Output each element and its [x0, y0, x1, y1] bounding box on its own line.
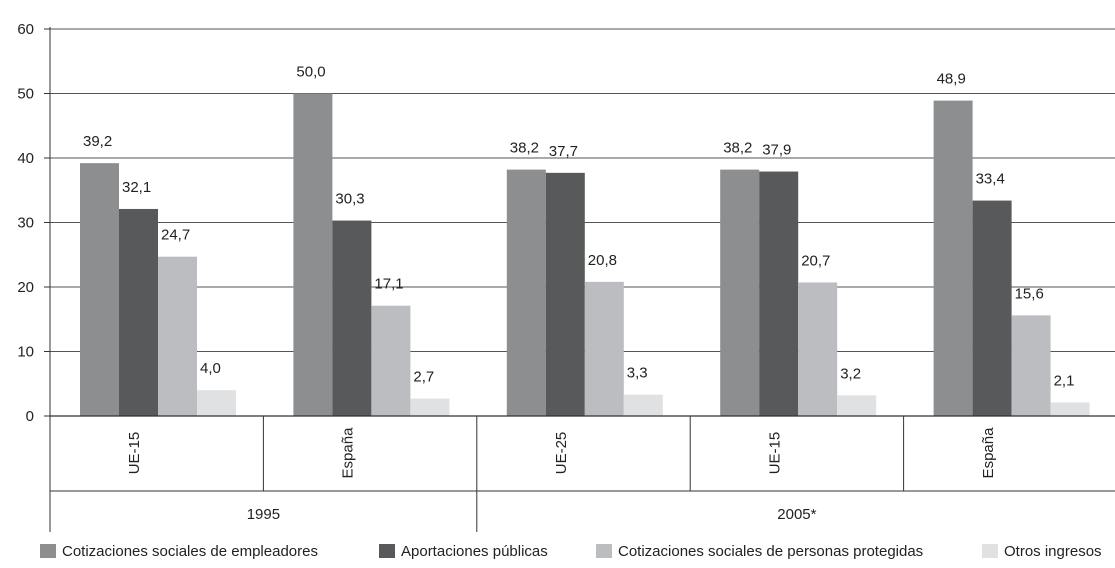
data-label: 17,1 [374, 276, 403, 293]
y-tick-label: 20 [17, 279, 34, 296]
bar [623, 394, 663, 416]
category-label: España [980, 427, 997, 479]
bar [293, 93, 333, 416]
bar [158, 256, 197, 416]
y-tick-label: 30 [17, 215, 34, 232]
bar [119, 208, 158, 416]
data-label: 2,1 [1054, 372, 1075, 389]
data-label: 3,2 [840, 365, 861, 382]
legend: Cotizaciones sociales de empleadores Apor… [40, 543, 1102, 560]
category-label: UE-15 [126, 432, 143, 475]
legend-swatch [596, 544, 612, 558]
category-label: UE-15 [766, 432, 783, 475]
axes [49, 27, 1115, 532]
category-label: UE-25 [553, 432, 570, 475]
data-label: 38,2 [510, 140, 539, 157]
bar [1050, 402, 1090, 416]
data-label: 37,9 [762, 142, 791, 159]
y-tick-label: 50 [17, 86, 34, 103]
data-label: 48,9 [937, 71, 966, 88]
bar [837, 395, 877, 416]
bar [506, 169, 546, 416]
data-label: 32,1 [122, 179, 151, 196]
bar [759, 171, 799, 416]
legend-swatch [379, 544, 395, 558]
data-label: 38,2 [723, 140, 752, 157]
legend-label: Cotizaciones sociales de personas proteg… [618, 543, 923, 560]
bar [798, 282, 838, 416]
data-label: 24,7 [161, 227, 190, 244]
group-label: 2005* [777, 506, 816, 523]
data-label: 20,8 [588, 252, 617, 269]
bar [1011, 315, 1051, 416]
bar [933, 100, 973, 416]
category-label: España [340, 427, 357, 479]
y-tick-label: 0 [26, 408, 34, 425]
legend-label: Aportaciones públicas [401, 543, 548, 560]
y-tick-label: 60 [17, 21, 34, 38]
bar [972, 200, 1012, 416]
bar [197, 390, 236, 416]
group-label: 1995 [247, 506, 280, 523]
bar [545, 172, 585, 416]
data-label: 33,4 [976, 171, 1005, 188]
y-tick-label: 10 [17, 344, 34, 361]
bar [720, 169, 760, 416]
bar [80, 163, 119, 416]
data-label: 39,2 [83, 133, 112, 150]
data-label: 50,0 [296, 64, 325, 81]
bar [332, 220, 372, 416]
category-labels: UE-15 España UE-25 UE-15 España 1995 2005* [126, 427, 997, 523]
bar [371, 305, 411, 416]
data-label: 3,3 [627, 365, 648, 382]
data-label: 2,7 [413, 369, 434, 386]
bar [584, 281, 624, 416]
legend-label: Cotizaciones sociales de empleadores [62, 543, 318, 560]
data-label: 15,6 [1015, 285, 1044, 302]
bars [80, 93, 1090, 416]
data-label: 37,7 [549, 143, 578, 160]
data-labels: 39,2 50,0 38,2 38,2 48,9 32,1 30,3 37,7 37,9 33,4… [83, 64, 1074, 390]
y-axis-ticks: 0 10 20 30 40 50 60 [17, 21, 50, 425]
data-label: 4,0 [200, 360, 221, 377]
legend-swatch [40, 544, 56, 558]
legend-label: Otros ingresos [1004, 543, 1102, 560]
y-tick-label: 40 [17, 150, 34, 167]
bar [410, 398, 450, 416]
legend-swatch [982, 544, 998, 558]
data-label: 20,7 [801, 252, 830, 269]
data-label: 30,3 [335, 191, 364, 208]
